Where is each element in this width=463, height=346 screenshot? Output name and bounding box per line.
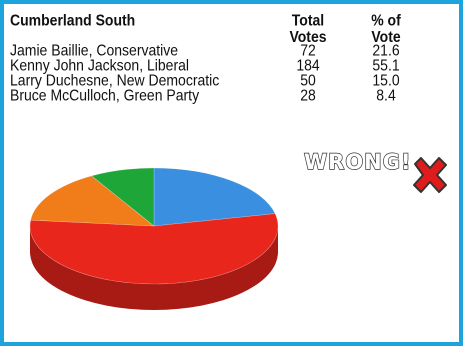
red-x-icon xyxy=(413,157,447,193)
candidate-votes: 184 xyxy=(296,55,320,74)
pie-slice-3 xyxy=(30,175,155,227)
pie-side-2 xyxy=(30,226,278,310)
table-header: Cumberland South Total Votes % of Vote xyxy=(10,10,430,46)
candidate-percent: 55.1 xyxy=(372,55,400,74)
candidate-votes: 50 xyxy=(300,70,316,89)
candidate-name: Jamie Baillie, Conservative xyxy=(10,40,179,59)
riding-title: Cumberland South xyxy=(10,10,136,29)
candidate-name: Kenny John Jackson, Liberal xyxy=(10,55,189,74)
candidate-votes: 72 xyxy=(300,40,316,59)
candidate-percent: 21.6 xyxy=(372,40,400,59)
table-row: Kenny John Jackson, Liberal 184 55.1 xyxy=(10,55,430,74)
pie-chart xyxy=(29,167,279,310)
table-row: Larry Duchesne, New Democratic 50 15.0 xyxy=(10,70,430,89)
table-row: Jamie Baillie, Conservative 72 21.6 xyxy=(10,40,430,59)
votes-header: Total Votes xyxy=(289,10,327,46)
results-table: Cumberland South Total Votes % of Vote Jam… xyxy=(10,10,430,104)
table-row: Bruce McCulloch, Green Party 28 8.4 xyxy=(10,85,430,104)
candidate-percent: 15.0 xyxy=(372,70,400,89)
pie-slice-1 xyxy=(153,167,276,227)
percent-header: % of Vote xyxy=(371,10,401,46)
candidate-name: Larry Duchesne, New Democratic xyxy=(10,70,220,89)
candidate-votes: 28 xyxy=(300,85,316,104)
pie-slice-2 xyxy=(29,213,279,285)
pie-slice-4 xyxy=(90,167,155,227)
candidate-percent: 8.4 xyxy=(376,85,396,104)
candidate-name: Bruce McCulloch, Green Party xyxy=(10,85,200,104)
wrong-stamp: WRONG! xyxy=(303,149,412,174)
